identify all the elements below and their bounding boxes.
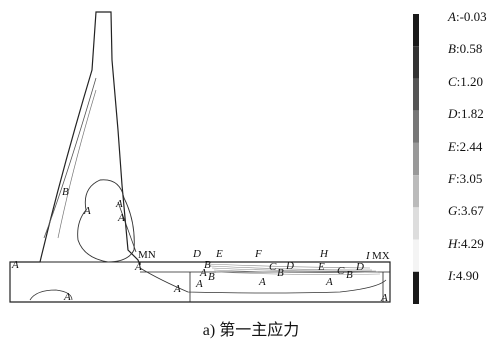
legend-key: B: [448, 41, 456, 57]
legend-bar-segment-e: [413, 142, 419, 176]
legend-item-c: C:1.20: [448, 73, 484, 89]
legend-bar-segment-c: [413, 78, 419, 111]
legend-value: :3.05: [455, 171, 483, 186]
contour-label-b: B: [204, 259, 211, 271]
legend-key: I: [448, 268, 453, 284]
legend-key: G: [448, 203, 458, 219]
contour-label-a: A: [63, 291, 71, 303]
max-marker: MX: [372, 250, 390, 262]
legend-key: F: [448, 171, 456, 186]
contour-loop-a: [77, 179, 135, 263]
legend-item-f: F:3.05: [448, 172, 482, 186]
legend-value: :3.67: [457, 203, 484, 219]
legend-item-d: D:1.82: [448, 107, 484, 121]
contour-label-a: A: [115, 198, 123, 210]
legend-value: :1.82: [457, 106, 484, 122]
legend-key: D: [448, 106, 458, 122]
legend-value: :4.29: [457, 235, 484, 251]
legend-item-i: I:4.90: [448, 269, 479, 283]
contour-label-a: A: [173, 283, 181, 295]
contour-line-a-upstream: [43, 77, 97, 239]
figure-caption: a) 第一主应力: [202, 322, 300, 339]
legend-value: :4.90: [452, 268, 479, 284]
contour-line-d: [211, 267, 377, 272]
legend-bar-segment-g: [413, 207, 419, 240]
stress-contour-plot: A B A A A A A A A A A A A B B D E F C B …: [9, 11, 391, 304]
contour-label-b: B: [208, 271, 215, 283]
legend-bar-segment-f: [413, 175, 419, 208]
contour-line-f-h: [215, 271, 381, 275]
legend-key: E: [448, 138, 456, 154]
legend-bar-segment-h: [413, 239, 419, 272]
contour-line-e: [213, 269, 379, 273]
legend-bar-segment-b: [413, 46, 419, 79]
contour-label-c: C: [269, 261, 277, 273]
contour-label-b: B: [346, 269, 353, 281]
legend-bar-segment-i: [413, 271, 419, 304]
contour-label-d: D: [355, 261, 364, 273]
contour-label-a: A: [11, 259, 19, 271]
contour-label-a: A: [83, 205, 91, 217]
legend-item-a: A:-0.03: [448, 10, 487, 24]
contour-label-a: A: [199, 267, 207, 279]
contour-label-c: C: [337, 265, 345, 277]
contour-line-c: [209, 265, 373, 271]
contour-label-a: A: [117, 212, 125, 224]
legend-value: :2.44: [455, 138, 483, 154]
legend-value: :0.58: [455, 41, 483, 57]
contour-label-a: A: [380, 292, 388, 304]
legend-bar-segment-a: [413, 14, 419, 47]
contour-label-b: B: [62, 186, 69, 198]
contour-label-e: E: [215, 248, 223, 260]
contour-line-foundation-a: [139, 267, 387, 294]
contour-label-a: A: [134, 261, 142, 273]
contour-label-a: A: [325, 276, 333, 288]
legend-key: H: [448, 235, 458, 251]
contour-loop-foundation-left: [29, 289, 73, 301]
contour-line-b-to-e: [205, 263, 371, 269]
contour-label-d: D: [192, 248, 201, 260]
legend-item-g: G:3.67: [448, 204, 484, 218]
legend-color-bar: [413, 14, 419, 304]
contour-label-b: B: [277, 267, 284, 279]
contour-label-h: H: [319, 248, 329, 260]
legend-value: :-0.03: [455, 9, 487, 24]
legend-bar-segment-d: [413, 110, 419, 143]
contour-label-f: F: [254, 248, 262, 260]
contour-label-a: A: [258, 276, 266, 288]
legend-value: :1.20: [456, 73, 484, 89]
contour-line-a-heel: [117, 201, 137, 253]
contour-label-e: E: [317, 261, 325, 273]
legend-key: C: [448, 73, 457, 89]
legend-item-e: E:2.44: [448, 138, 483, 154]
legend-key: A: [448, 9, 456, 24]
legend-item-b: B:0.58: [448, 42, 482, 56]
min-marker: MN: [138, 249, 156, 261]
structure-outline: [9, 11, 391, 303]
legend-item-h: H:4.29: [448, 235, 484, 251]
contour-label-i: I: [365, 250, 371, 262]
contour-label-d: D: [285, 260, 294, 272]
contour-line-b: [57, 89, 97, 239]
contour-label-a: A: [195, 278, 203, 290]
